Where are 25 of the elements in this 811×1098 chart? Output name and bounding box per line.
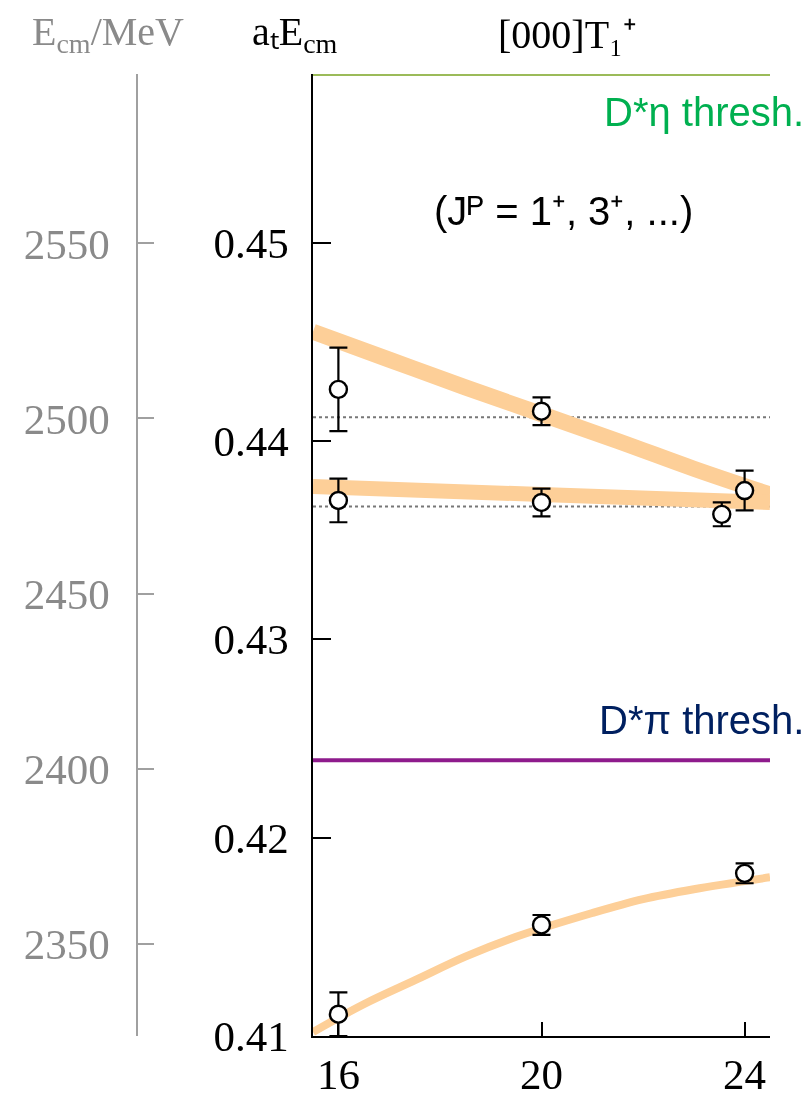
x-tick-label: 24 [723, 1051, 767, 1098]
x-tick-label: 16 [316, 1051, 360, 1098]
y2-axis-title: E$_{cm}$/MeV [32, 9, 185, 60]
y-tick-label: 0.43 [213, 616, 289, 664]
x-tick-label: 20 [520, 1051, 563, 1098]
point [531, 401, 552, 421]
ref-line-label: D*η thresh. [604, 90, 805, 134]
point [531, 492, 552, 513]
point [328, 490, 349, 511]
annotation: (Jᴾ = 1⁺, 3⁺, ...) [434, 189, 694, 233]
point [328, 1004, 349, 1024]
y2-tick-label: 2450 [23, 570, 110, 618]
y2-tick-label: 2500 [23, 395, 110, 443]
ref-line-label: D*π thresh. [599, 698, 805, 742]
y-tick-label: 0.44 [213, 418, 289, 465]
y-tick-label: 0.45 [213, 219, 289, 267]
y-axis-title: aₜE$_{cm}$ [252, 9, 338, 60]
y-tick-label: 0.41 [213, 1013, 289, 1061]
y2-tick-label: 2400 [23, 745, 110, 793]
chart-title: [000]T₁⁺ [498, 12, 638, 57]
point [328, 379, 349, 400]
y2-tick-label: 2550 [23, 220, 110, 268]
y-tick-label: 0.42 [213, 814, 289, 862]
point [734, 480, 755, 501]
y2-tick-label: 2350 [23, 920, 110, 968]
